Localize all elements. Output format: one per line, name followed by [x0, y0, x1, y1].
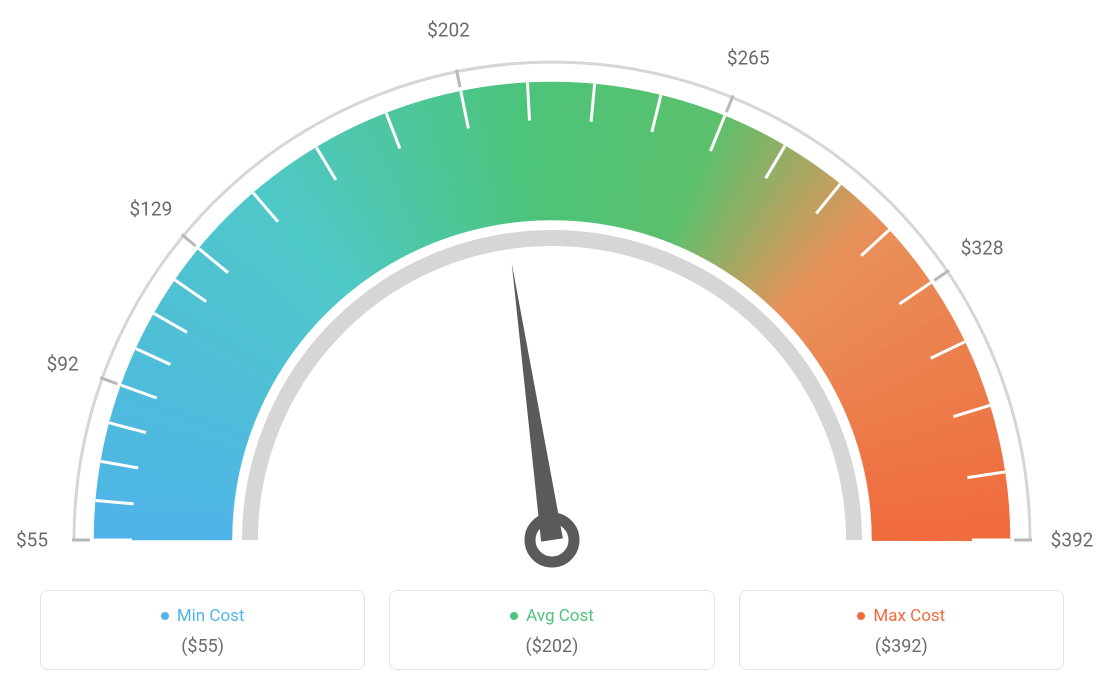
- legend-dot-min: [161, 612, 169, 620]
- gauge-tick-label: $392: [1051, 529, 1094, 552]
- gauge-tick-label: $265: [727, 47, 770, 70]
- gauge-tick-label: $55: [16, 529, 48, 552]
- legend-value-max: ($392): [750, 636, 1053, 657]
- legend-card-min: Min Cost ($55): [40, 590, 365, 670]
- gauge-tick-label: $92: [47, 353, 79, 376]
- legend-value-min: ($55): [51, 636, 354, 657]
- legend-card-avg: Avg Cost ($202): [389, 590, 714, 670]
- legend-dot-avg: [510, 612, 518, 620]
- legend-label-min: Min Cost: [177, 606, 245, 626]
- legend-dot-max: [857, 612, 865, 620]
- legend-card-max: Max Cost ($392): [739, 590, 1064, 670]
- legend-title-avg: Avg Cost: [510, 606, 594, 626]
- gauge-tick-label: $202: [427, 19, 470, 42]
- legend-row: Min Cost ($55) Avg Cost ($202) Max Cost …: [40, 590, 1064, 670]
- legend-label-avg: Avg Cost: [526, 606, 594, 626]
- gauge-chart: $55 $92 $129 $202 $265 $328 $392: [0, 0, 1104, 570]
- legend-value-avg: ($202): [400, 636, 703, 657]
- gauge-tick-label: $129: [130, 198, 173, 221]
- legend-title-min: Min Cost: [161, 606, 245, 626]
- legend-title-max: Max Cost: [857, 606, 945, 626]
- gauge-svg: [0, 0, 1104, 570]
- gauge-band: [94, 82, 1010, 541]
- legend-label-max: Max Cost: [873, 606, 945, 626]
- gauge-tick-label: $328: [961, 236, 1004, 259]
- gauge-needle: [512, 263, 563, 542]
